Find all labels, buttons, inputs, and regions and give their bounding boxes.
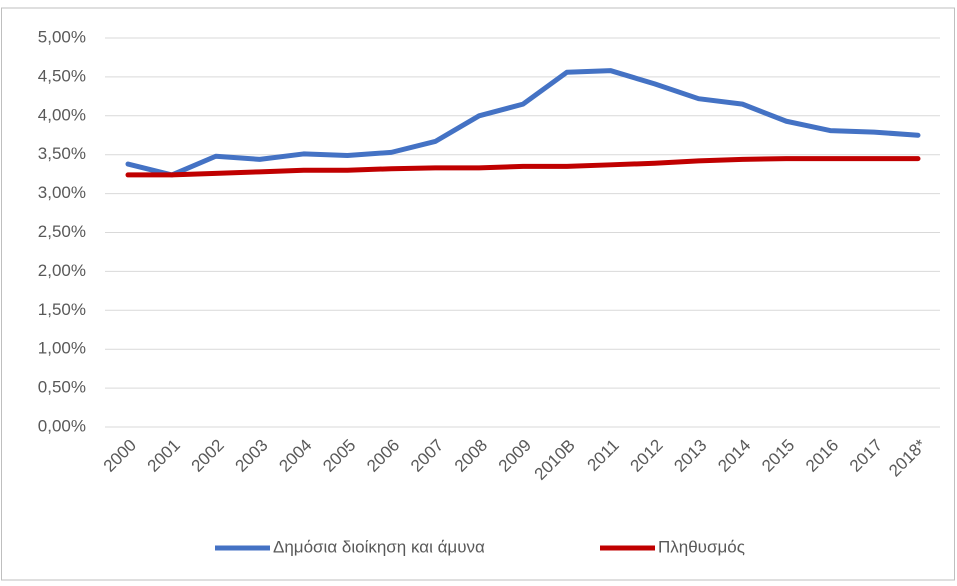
y-tick-label: 4,50%: [38, 66, 86, 85]
legend-label: Πληθυσμός: [658, 537, 745, 556]
y-tick-label: 1,00%: [38, 339, 86, 358]
y-tick-label: 2,50%: [38, 222, 86, 241]
y-tick-label: 1,50%: [38, 300, 86, 319]
y-tick-label: 0,00%: [38, 416, 86, 435]
chart-border: [1, 7, 955, 581]
y-tick-label: 2,00%: [38, 261, 86, 280]
legend-label: Δημόσια διοίκηση και άμυνα: [273, 537, 485, 556]
y-tick-label: 3,00%: [38, 183, 86, 202]
y-tick-label: 4,00%: [38, 105, 86, 124]
y-tick-label: 0,50%: [38, 378, 86, 397]
series-line: [125, 156, 921, 178]
series-line: [125, 68, 921, 178]
y-tick-label: 5,00%: [38, 27, 86, 46]
y-tick-label: 3,50%: [38, 144, 86, 163]
